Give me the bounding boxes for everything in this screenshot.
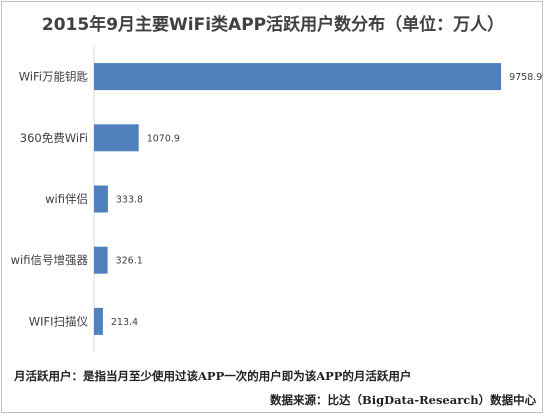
value-label: 213.4 (111, 317, 138, 328)
category-label: wifi信号增强器 (11, 253, 89, 267)
value-label: 326.1 (116, 256, 143, 267)
category-label: WIFI扫描仪 (29, 314, 89, 328)
category-label: 360免费WiFi (20, 131, 88, 145)
data-source-note: 数据来源：比达（BigData-Research）数据中心 (270, 393, 537, 407)
bar (94, 124, 139, 152)
bar (94, 246, 108, 274)
bar (94, 63, 502, 91)
category-label: WiFi万能钥匙 (19, 70, 89, 84)
chart-title: 2015年9月主要WiFi类APP活跃用户数分布（单位：万人） (41, 15, 505, 35)
bar (94, 185, 108, 213)
value-label: 9758.9 (509, 72, 542, 83)
value-label: 1070.9 (147, 133, 180, 144)
bar (94, 307, 103, 335)
value-label: 333.8 (116, 195, 143, 206)
definition-note: 月活跃用户：是指当月至少使用过该APP一次的用户即为该APP的月活跃用户 (14, 369, 412, 383)
category-label: wifi伴侣 (45, 192, 88, 206)
